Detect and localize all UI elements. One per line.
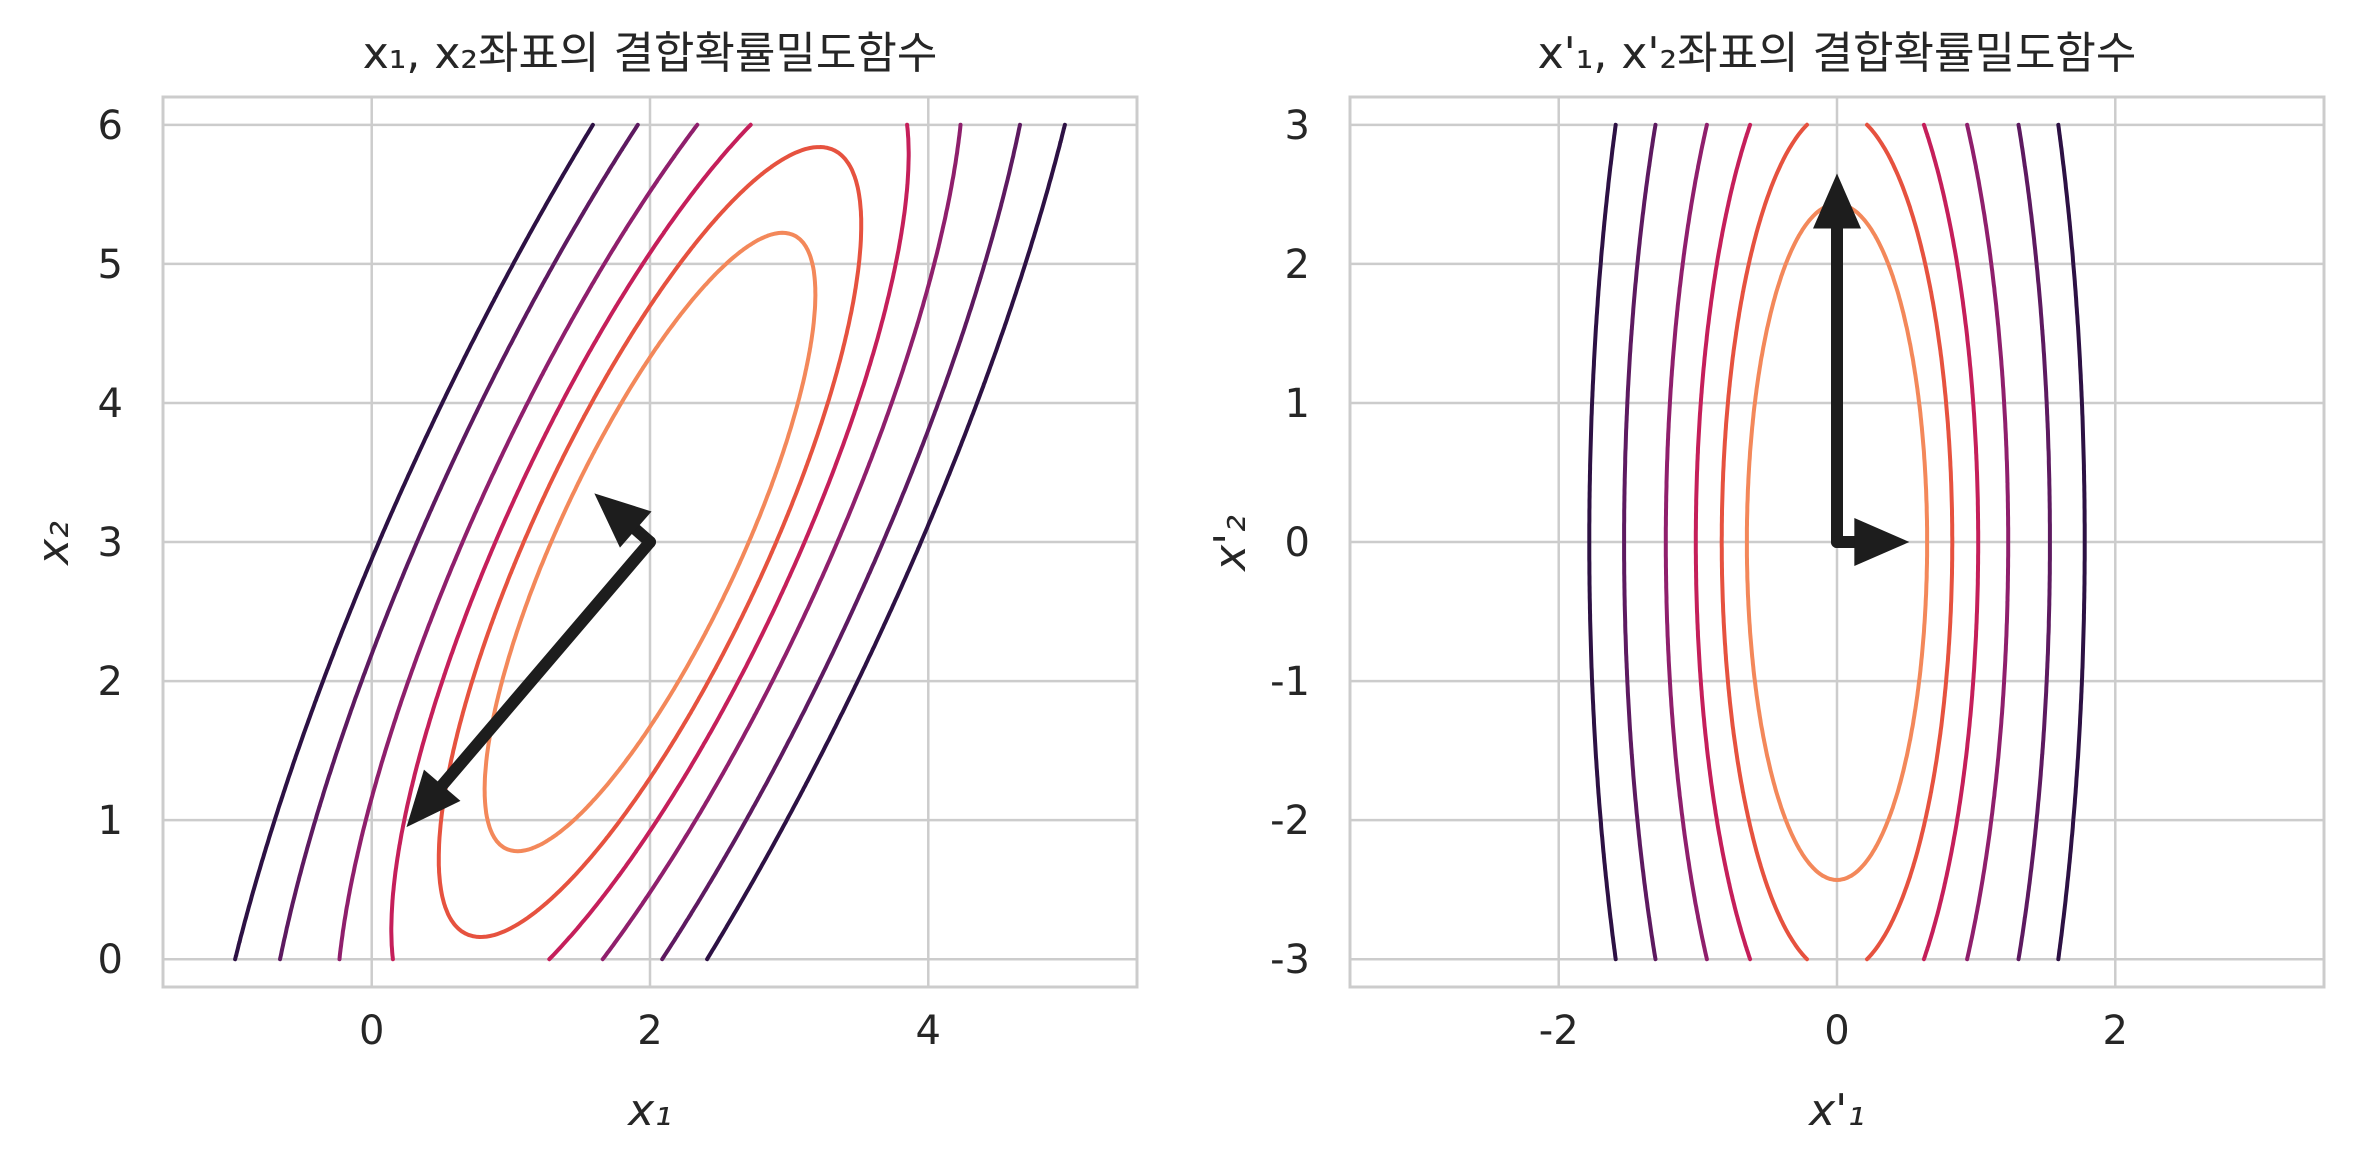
right-y-tick-label: -1 (1270, 659, 1310, 705)
left-y-tick-label: 0 (98, 937, 123, 983)
left-y-tick-label: 2 (98, 659, 123, 705)
left-x-tick-label: 2 (637, 1008, 662, 1054)
right-y-tick-label: 1 (1285, 381, 1310, 427)
left-y-tick-label: 1 (98, 798, 123, 844)
left-plot-area (161, 95, 1139, 989)
left-contour-line (278, 122, 1022, 962)
right-contour-line (1587, 122, 2087, 962)
left-contour-line (436, 145, 864, 939)
left-vector-arrow (594, 493, 656, 548)
left-y-tick-label: 6 (98, 103, 123, 149)
right-arrow-head (1813, 173, 1861, 229)
right-y-tick-label: -2 (1270, 798, 1310, 844)
left-y-axis-label: x₂ (28, 521, 79, 567)
left-arrow-shaft (436, 536, 656, 792)
left-y-tick-label: 4 (98, 381, 123, 427)
right-plot-area (1348, 95, 2326, 989)
left-contour-line (337, 122, 963, 962)
left-x-tick-label: 4 (916, 1008, 941, 1054)
right-contour-line (1744, 202, 1930, 882)
right-arrow-head (1854, 518, 1910, 566)
right-y-tick-label: 3 (1285, 103, 1310, 149)
left-plot-frame (161, 95, 1139, 989)
left-y-tick-label: 5 (98, 242, 123, 288)
right-x-tick-label: -2 (1539, 1008, 1579, 1054)
left-arrow-head (594, 493, 652, 548)
left-contour-line (482, 230, 818, 854)
right-contour-panel: x'₁, x'₂좌표의 결합확률밀도함수 x'₁ x'₂ -2 0 2 -3 -2 -1 0… (1205, 28, 2326, 1136)
left-chart-title: x₁, x₂좌표의 결합확률밀도함수 (363, 28, 938, 79)
left-contour-line (233, 122, 1067, 962)
right-y-tick-label: 0 (1285, 520, 1310, 566)
right-chart-title: x'₁, x'₂좌표의 결합확률밀도함수 (1538, 28, 2137, 79)
left-contour-panel: x₁, x₂좌표의 결합확률밀도함수 x₁ x₂ 0 2 4 0 1 2 3 4 5 6 (28, 28, 1139, 1136)
right-x-tick-label: 2 (2103, 1008, 2128, 1054)
left-vector-arrow (406, 536, 656, 828)
right-x-tick-label: 0 (1824, 1008, 1849, 1054)
right-contour-line (1622, 122, 2052, 962)
right-y-tick-label: 2 (1285, 242, 1310, 288)
right-contour-line (1693, 122, 1981, 962)
left-contour-line (389, 122, 911, 962)
right-y-axis-label: x'₂ (1205, 515, 1256, 573)
left-x-tick-label: 0 (359, 1008, 384, 1054)
right-contour-line (1663, 122, 2011, 962)
right-x-axis-label: x'₁ (1807, 1085, 1865, 1136)
right-y-tick-label: -3 (1270, 937, 1310, 983)
left-contours (233, 122, 1067, 962)
right-vector-arrow (1831, 518, 1910, 566)
left-y-tick-label: 3 (98, 520, 123, 566)
right-contour-line (1719, 122, 1955, 962)
left-arrow-head (406, 769, 461, 828)
right-vector-arrow (1813, 173, 1861, 548)
left-x-axis-label: x₁ (626, 1085, 672, 1136)
right-plot-frame (1348, 95, 2326, 989)
right-contours (1587, 122, 2087, 962)
